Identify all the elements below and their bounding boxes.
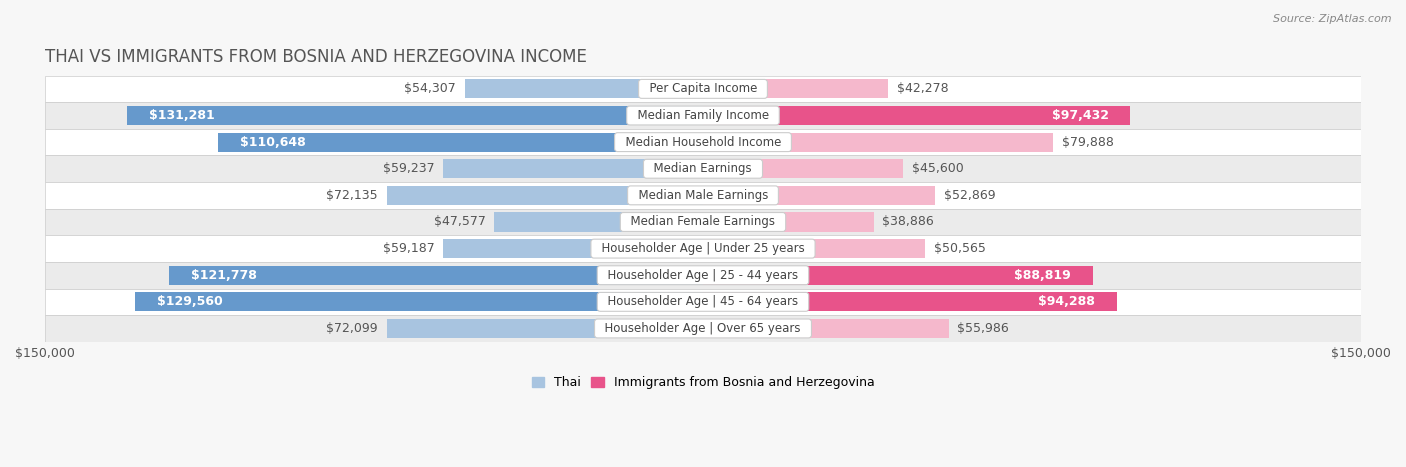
Text: $72,099: $72,099 [326,322,378,335]
Bar [127,106,703,125]
Bar [387,186,703,205]
Bar [443,159,703,178]
Bar [703,239,925,258]
Text: $72,135: $72,135 [326,189,378,202]
Bar [703,133,1053,152]
Legend: Thai, Immigrants from Bosnia and Herzegovina: Thai, Immigrants from Bosnia and Herzego… [527,371,879,394]
FancyBboxPatch shape [45,315,1361,342]
FancyBboxPatch shape [45,76,1361,102]
FancyBboxPatch shape [45,182,1361,209]
FancyBboxPatch shape [45,262,1361,289]
Text: $79,888: $79,888 [1063,135,1114,149]
Text: Householder Age | 25 - 44 years: Householder Age | 25 - 44 years [600,269,806,282]
Text: $47,577: $47,577 [433,215,485,228]
Text: $88,819: $88,819 [1014,269,1071,282]
Text: Householder Age | Over 65 years: Householder Age | Over 65 years [598,322,808,335]
Text: Median Female Earnings: Median Female Earnings [623,215,783,228]
Text: Householder Age | 45 - 64 years: Householder Age | 45 - 64 years [600,295,806,308]
Text: $97,432: $97,432 [1052,109,1108,122]
Bar [218,133,703,152]
FancyBboxPatch shape [45,102,1361,129]
Text: $59,187: $59,187 [382,242,434,255]
Bar [703,106,1130,125]
Text: $59,237: $59,237 [382,162,434,175]
Bar [443,239,703,258]
Bar [465,79,703,99]
Text: $129,560: $129,560 [156,295,222,308]
Bar [703,186,935,205]
Text: $42,278: $42,278 [897,82,949,95]
Text: Median Male Earnings: Median Male Earnings [630,189,776,202]
Bar [387,319,703,338]
Bar [703,79,889,99]
FancyBboxPatch shape [45,209,1361,235]
FancyBboxPatch shape [45,235,1361,262]
Text: $121,778: $121,778 [191,269,256,282]
Text: $94,288: $94,288 [1038,295,1095,308]
Text: $131,281: $131,281 [149,109,215,122]
Text: Median Household Income: Median Household Income [617,135,789,149]
Bar [703,159,903,178]
Bar [703,319,949,338]
Text: Source: ZipAtlas.com: Source: ZipAtlas.com [1274,14,1392,24]
Text: THAI VS IMMIGRANTS FROM BOSNIA AND HERZEGOVINA INCOME: THAI VS IMMIGRANTS FROM BOSNIA AND HERZE… [45,48,586,66]
Bar [703,212,873,232]
Text: $54,307: $54,307 [405,82,456,95]
FancyBboxPatch shape [45,156,1361,182]
Text: $45,600: $45,600 [912,162,963,175]
FancyBboxPatch shape [45,289,1361,315]
Text: $52,869: $52,869 [943,189,995,202]
Text: Householder Age | Under 25 years: Householder Age | Under 25 years [593,242,813,255]
Bar [169,266,703,285]
Bar [703,292,1116,311]
Bar [495,212,703,232]
FancyBboxPatch shape [45,129,1361,156]
Bar [135,292,703,311]
Text: $50,565: $50,565 [934,242,986,255]
Text: $55,986: $55,986 [957,322,1010,335]
Text: Per Capita Income: Per Capita Income [641,82,765,95]
Text: Median Family Income: Median Family Income [630,109,776,122]
Text: $110,648: $110,648 [239,135,305,149]
Text: $38,886: $38,886 [883,215,934,228]
Text: Median Earnings: Median Earnings [647,162,759,175]
Bar [703,266,1092,285]
